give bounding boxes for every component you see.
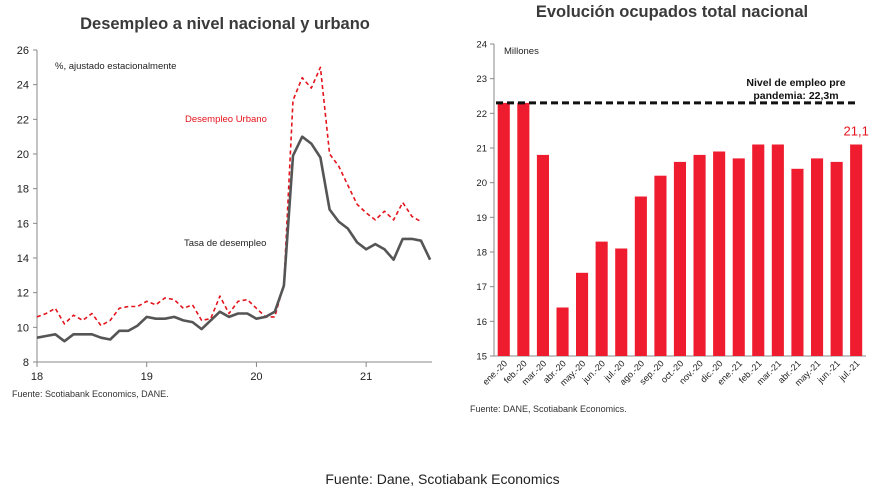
y-tick-label: 20 [17,149,29,161]
page-footer: Fuente: Dane, Scotiabank Economics [325,471,560,487]
bar [497,102,510,357]
bar [791,168,804,356]
x-tick-label: 21 [360,371,372,383]
bar [693,154,706,356]
y-tick-label: 18 [476,248,487,259]
unemployment-line-chart: Desempleo a nivel nacional y urbano %, a… [12,15,432,399]
y-tick-label: 22 [17,114,29,126]
x-tick-label: 20 [250,371,262,383]
bar [713,151,726,356]
bar [732,158,745,356]
y-tick-label: 18 [17,184,29,196]
bar [615,248,628,356]
bar [634,196,647,356]
bar [517,102,530,357]
bar [811,158,824,356]
bar [536,154,549,356]
employment-bar-chart: Evolución ocupados total nacional Millon… [470,3,869,414]
y-tick-label: 24 [476,40,487,51]
series-label-nacional: Tasa de desempleo [184,238,266,249]
bar [595,241,608,356]
bar-data-label: 21,1 [844,124,869,139]
y-tick-label: 10 [17,322,29,334]
bar [576,272,589,356]
axes: 8 10 12 14 16 18 20 22 24 26 18 19 20 21 [17,45,432,383]
y-tick-label: 19 [476,213,487,224]
y-tick-label: 16 [476,317,487,328]
x-tick-label: ene.-20 [481,358,510,387]
chart-subtitle: Millones [504,46,539,57]
y-tick-label: 14 [17,253,29,265]
chart-title: Desempleo a nivel nacional y urbano [80,15,370,33]
x-tick-label: 18 [31,371,43,383]
y-tick-label: 20 [476,178,487,189]
x-tick-label: 19 [141,371,153,383]
chart-title: Evolución ocupados total nacional [536,3,808,21]
bar [830,161,843,356]
series-line-urbano [36,66,422,327]
y-tick-label: 8 [23,357,29,369]
bar [771,144,784,356]
bar [654,175,667,356]
y-tick-label: 15 [476,352,487,363]
y-tick-label: 24 [17,80,29,92]
y-tick-label: 23 [476,74,487,85]
y-tick-label: 22 [476,109,487,120]
chart-source: Fuente: DANE, Scotiabank Economics. [470,404,627,414]
bar [850,144,863,356]
chart-subtitle: %, ajustado estacionalmente [55,61,176,72]
series-group [36,66,432,343]
bars-group [497,102,863,357]
series-label-urbano: Desempleo Urbano [185,114,267,125]
y-tick-label: 16 [17,218,29,230]
chart-source: Fuente: Scotiabank Economics, DANE. [12,389,169,399]
y-tick-label: 26 [17,45,29,57]
bar [556,307,569,356]
y-tick-label: 21 [476,144,487,155]
bar [752,144,765,356]
reference-line-label-1: Nivel de empleo pre [746,77,845,89]
reference-line-label-2: pandemia: 22,3m [753,90,838,102]
x-tick-label: jul.-21 [837,358,862,383]
y-tick-label: 12 [17,288,29,300]
series-line-nacional [36,135,432,343]
bar [673,161,686,356]
y-tick-label: 17 [476,282,487,293]
